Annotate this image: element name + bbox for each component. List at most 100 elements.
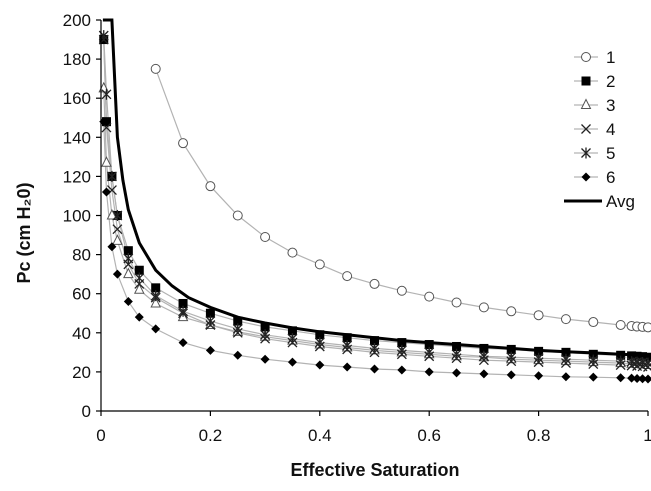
data-point-6-25 xyxy=(632,374,642,384)
data-point-1-0 xyxy=(150,63,161,74)
legend-label: 1 xyxy=(606,48,615,67)
data-point-5-11 xyxy=(287,333,298,345)
data-point-5-5 xyxy=(134,272,145,284)
data-point-2-8 xyxy=(205,308,215,318)
x-tick-label: 0.6 xyxy=(417,426,441,445)
data-point-1-21 xyxy=(643,322,651,333)
data-point-5-1 xyxy=(101,88,112,100)
legend-label: 2 xyxy=(606,72,615,91)
series-line-5 xyxy=(103,35,649,364)
data-point-5-3 xyxy=(112,210,123,221)
data-point-3-4 xyxy=(123,267,134,279)
x-tick-label: 0.4 xyxy=(308,426,332,445)
legend-item-3: 3 xyxy=(574,96,615,115)
legend-label: 5 xyxy=(606,144,615,163)
data-point-3-6 xyxy=(150,296,162,308)
data-point-2-7 xyxy=(178,298,188,308)
x-tick-label: 1 xyxy=(643,426,651,445)
y-tick-label: 140 xyxy=(63,128,91,147)
data-point-2-12 xyxy=(315,330,325,340)
data-point-6-2 xyxy=(107,242,117,252)
tick-labels-group: 0 20 40 60 80 100 120 140 160 180 200 0 0.2 0.4 0.6 0.8… xyxy=(63,11,651,445)
data-point-6-14 xyxy=(370,364,379,374)
y-tick-label: 60 xyxy=(72,285,91,304)
data-point-2-20 xyxy=(534,346,544,356)
x-axis-title: Effective Saturation xyxy=(290,460,459,480)
series-markers-group xyxy=(98,30,651,384)
data-point-2-24 xyxy=(627,351,637,361)
data-point-1-13 xyxy=(506,306,517,317)
data-point-6-11 xyxy=(287,357,297,367)
legend-label: 4 xyxy=(606,120,615,139)
legend-marker xyxy=(581,52,591,62)
legend-marker xyxy=(581,172,591,182)
data-point-1-16 xyxy=(588,317,599,328)
data-point-2-23 xyxy=(616,350,626,360)
data-point-2-25 xyxy=(632,351,642,361)
data-point-6-20 xyxy=(534,371,544,381)
y-tick-label: 0 xyxy=(82,402,91,421)
data-point-6-8 xyxy=(205,345,215,355)
data-point-4-3 xyxy=(112,224,123,235)
data-point-1-11 xyxy=(451,297,462,308)
data-point-5-27 xyxy=(643,357,651,369)
x-tick-label: 0 xyxy=(96,426,105,445)
data-point-2-27 xyxy=(643,352,651,362)
data-point-1-9 xyxy=(396,285,407,296)
data-point-6-15 xyxy=(397,365,407,375)
data-point-6-19 xyxy=(506,370,516,380)
data-point-6-12 xyxy=(315,360,325,370)
legend-label: 3 xyxy=(606,96,615,115)
data-point-5-4 xyxy=(123,253,134,265)
series-line-1 xyxy=(155,68,649,328)
data-point-2-18 xyxy=(479,343,489,353)
data-point-6-22 xyxy=(588,372,598,382)
y-tick-label: 120 xyxy=(63,167,91,186)
x-tick-label: 0.2 xyxy=(199,426,223,445)
legend-item-avg: Avg xyxy=(564,192,635,211)
data-point-1-12 xyxy=(478,302,489,313)
legend-marker xyxy=(581,147,591,159)
data-point-2-5 xyxy=(134,265,144,275)
data-point-6-1 xyxy=(101,187,111,197)
data-point-6-24 xyxy=(627,373,637,383)
data-point-1-4 xyxy=(260,232,271,243)
data-point-1-10 xyxy=(424,291,435,302)
data-point-2-21 xyxy=(561,347,571,357)
legend-item-6: 6 xyxy=(574,168,615,187)
data-point-2-15 xyxy=(397,338,407,348)
legend-marker xyxy=(581,124,591,134)
data-point-5-14 xyxy=(369,342,380,354)
data-point-2-22 xyxy=(588,349,598,359)
data-point-6-10 xyxy=(260,354,270,364)
data-point-1-6 xyxy=(314,259,325,270)
data-point-5-18 xyxy=(478,350,489,362)
y-tick-label: 40 xyxy=(72,324,91,343)
data-point-6-16 xyxy=(424,367,434,377)
y-tick-label: 80 xyxy=(72,246,91,265)
data-point-3-1 xyxy=(101,156,112,167)
data-point-2-19 xyxy=(506,344,516,354)
data-point-1-3 xyxy=(232,210,243,221)
data-point-1-2 xyxy=(205,181,216,192)
data-point-6-21 xyxy=(561,372,571,382)
series-line-3 xyxy=(103,88,649,366)
data-point-2-14 xyxy=(370,336,379,346)
data-point-2-6 xyxy=(151,283,161,293)
legend-label: 6 xyxy=(606,168,615,187)
data-point-3-2 xyxy=(106,208,118,220)
data-point-6-17 xyxy=(452,368,462,378)
data-point-1-17 xyxy=(615,319,626,330)
data-point-1-15 xyxy=(560,314,571,325)
data-point-5-15 xyxy=(396,344,407,356)
data-point-5-23 xyxy=(615,355,626,367)
legend-marker xyxy=(580,98,592,109)
x-tick-label: 0.8 xyxy=(527,426,551,445)
data-point-6-26 xyxy=(638,374,648,384)
legend-marker xyxy=(581,76,591,86)
data-point-6-23 xyxy=(616,373,626,383)
data-point-6-3 xyxy=(112,269,122,279)
data-point-6-27 xyxy=(643,374,651,384)
data-point-5-12 xyxy=(314,337,325,349)
